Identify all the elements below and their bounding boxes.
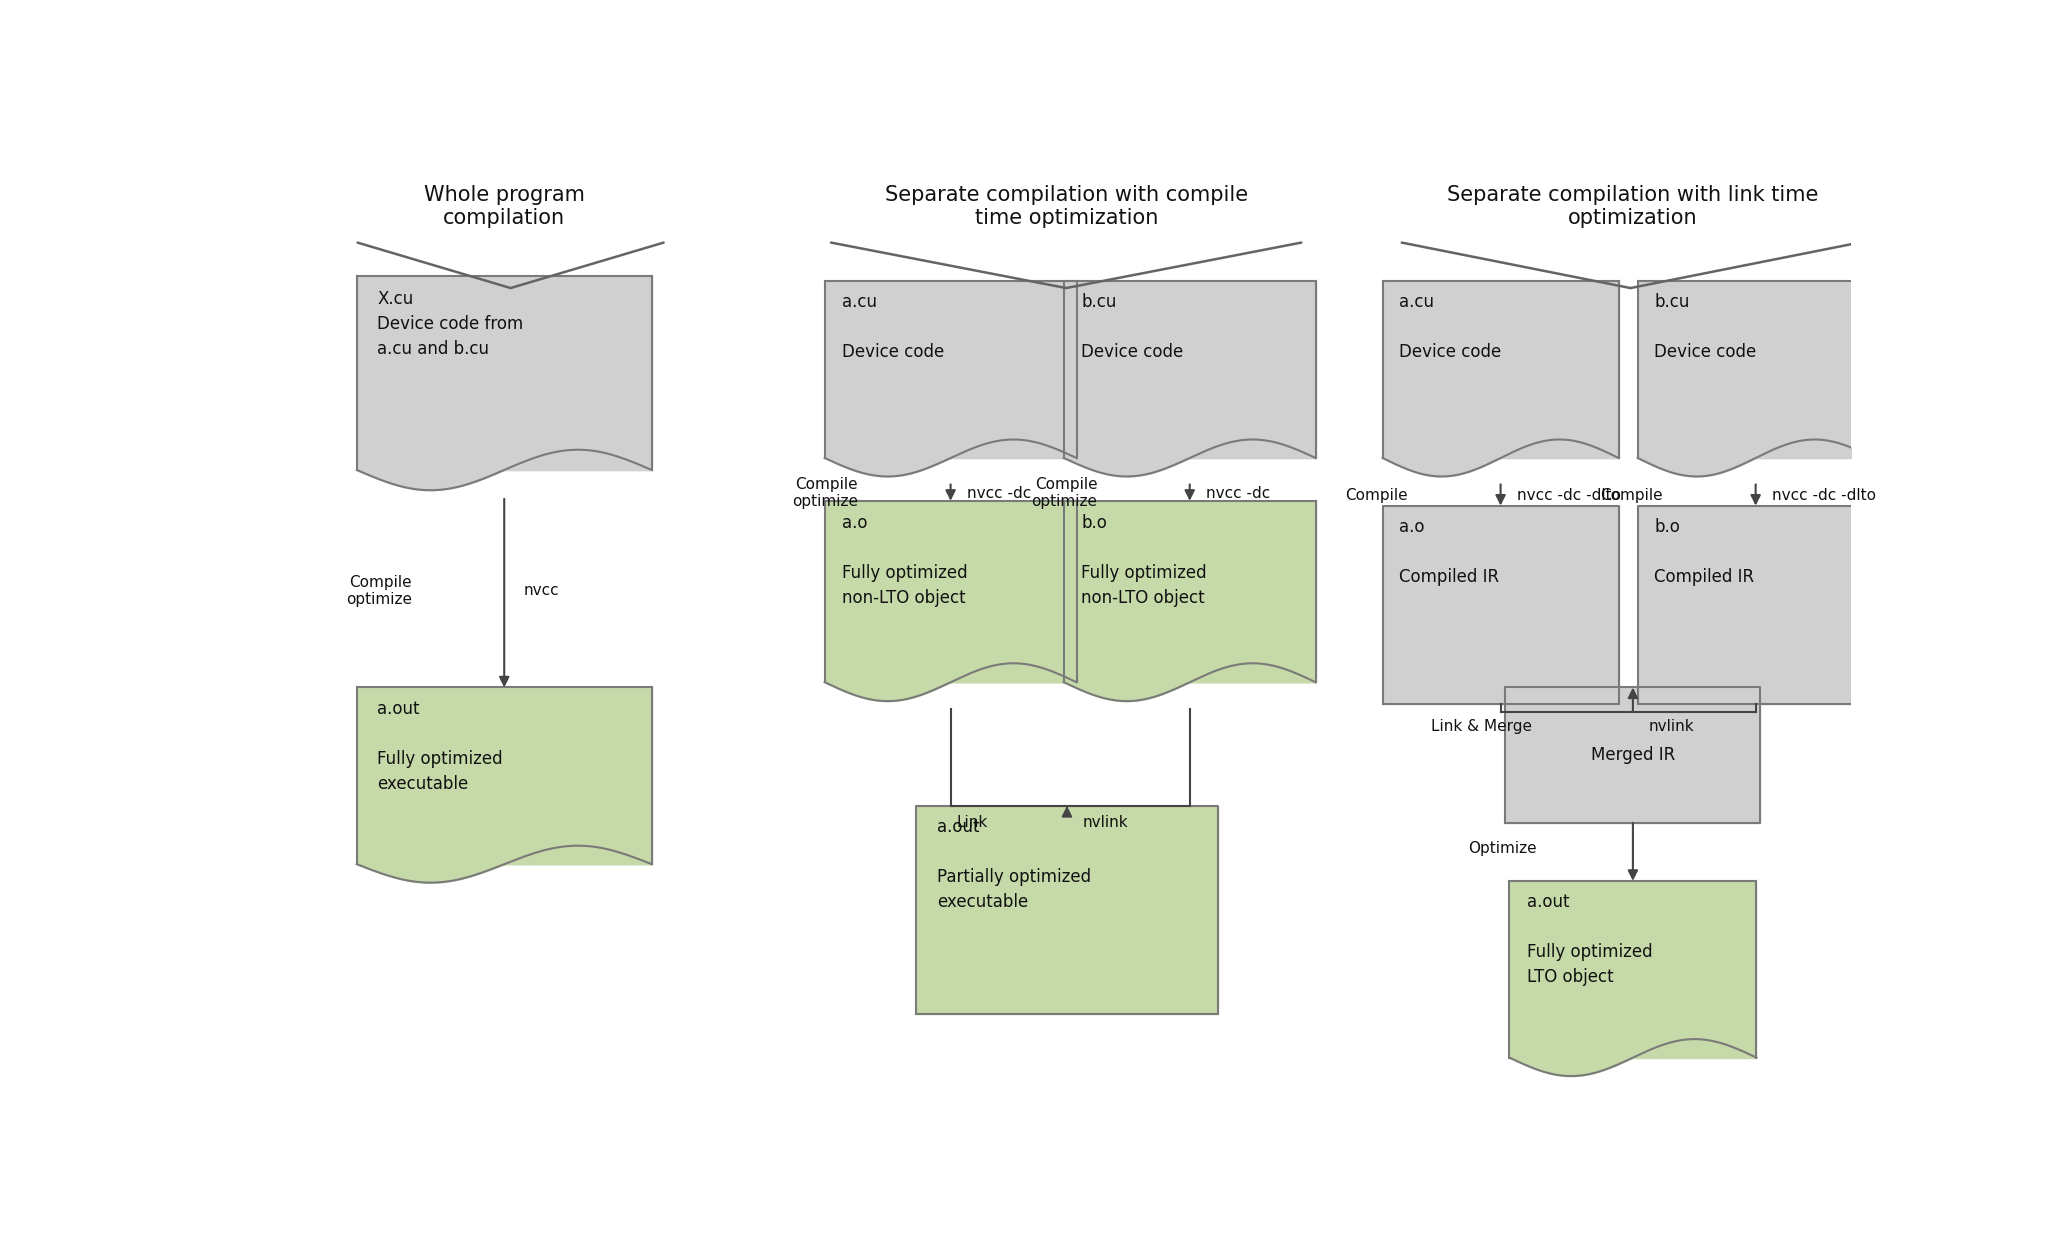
Text: nvlink: nvlink	[1650, 718, 1695, 734]
Text: nvcc -dc: nvcc -dc	[1205, 486, 1269, 501]
Polygon shape	[1382, 506, 1619, 705]
Text: a.o

Compiled IR: a.o Compiled IR	[1399, 517, 1500, 587]
Polygon shape	[1382, 281, 1619, 458]
Text: Compile
optimize: Compile optimize	[1031, 477, 1096, 509]
Text: b.o

Fully optimized
non-LTO object: b.o Fully optimized non-LTO object	[1082, 514, 1207, 607]
Text: Compile: Compile	[1600, 487, 1664, 502]
Text: X.cu
Device code from
a.cu and b.cu: X.cu Device code from a.cu and b.cu	[376, 290, 525, 358]
Text: nvcc -dc: nvcc -dc	[967, 486, 1031, 501]
Text: Optimize: Optimize	[1469, 842, 1537, 857]
Text: nvlink: nvlink	[1082, 815, 1129, 830]
Polygon shape	[1510, 880, 1757, 1058]
Text: nvcc -dc -dlto: nvcc -dc -dlto	[1771, 487, 1876, 502]
Text: Compile
optimize: Compile optimize	[792, 477, 858, 509]
Text: Link & Merge: Link & Merge	[1432, 718, 1532, 734]
Text: nvcc -dc -dlto: nvcc -dc -dlto	[1516, 487, 1621, 502]
Text: Compile
optimize: Compile optimize	[346, 574, 411, 607]
Polygon shape	[1637, 506, 1874, 705]
Polygon shape	[356, 276, 652, 470]
Text: a.out

Partially optimized
executable: a.out Partially optimized executable	[936, 819, 1090, 912]
Polygon shape	[1637, 281, 1874, 458]
Text: Separate compilation with compile
time optimization: Separate compilation with compile time o…	[885, 185, 1249, 227]
Text: b.cu

Device code: b.cu Device code	[1082, 294, 1183, 362]
Text: Merged IR: Merged IR	[1590, 746, 1674, 764]
Polygon shape	[356, 687, 652, 864]
Text: a.out

Fully optimized
LTO object: a.out Fully optimized LTO object	[1526, 893, 1652, 986]
Text: Link: Link	[957, 815, 987, 830]
Text: b.o

Compiled IR: b.o Compiled IR	[1654, 517, 1755, 587]
Text: Whole program
compilation: Whole program compilation	[424, 185, 584, 227]
Text: b.cu

Device code: b.cu Device code	[1654, 294, 1757, 362]
Text: a.o

Fully optimized
non-LTO object: a.o Fully optimized non-LTO object	[841, 514, 969, 607]
Polygon shape	[1506, 687, 1761, 823]
Text: a.cu

Device code: a.cu Device code	[1399, 294, 1502, 362]
Polygon shape	[825, 501, 1076, 682]
Text: Separate compilation with link time
optimization: Separate compilation with link time opti…	[1448, 185, 1818, 227]
Text: a.cu

Device code: a.cu Device code	[841, 294, 944, 362]
Polygon shape	[1063, 501, 1316, 682]
Text: nvcc: nvcc	[522, 583, 560, 598]
Polygon shape	[1063, 281, 1316, 458]
Text: Compile: Compile	[1345, 487, 1409, 502]
Polygon shape	[825, 281, 1076, 458]
Text: a.out

Fully optimized
executable: a.out Fully optimized executable	[376, 700, 504, 793]
Polygon shape	[915, 806, 1218, 1014]
